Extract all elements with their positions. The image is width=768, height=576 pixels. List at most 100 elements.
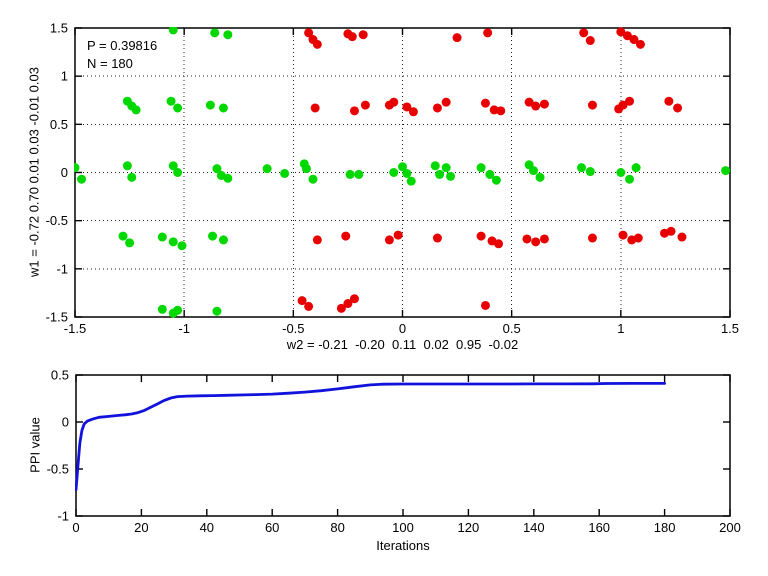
scatter-point (173, 103, 183, 113)
x-tick-label: 200 (719, 520, 741, 535)
y-tick-label: -1.5 (46, 310, 68, 325)
y-tick-label: -1 (57, 509, 69, 524)
scatter-point (168, 27, 178, 35)
scatter-point (166, 96, 176, 106)
scatter-point (125, 238, 135, 248)
x-tick-label: 60 (265, 520, 279, 535)
scatter-point (585, 167, 595, 177)
scatter-point (402, 102, 412, 112)
y-tick-label: -1 (56, 261, 68, 276)
scatter-point (432, 103, 442, 113)
x-tick-label: 100 (392, 520, 414, 535)
scatter-point (483, 28, 493, 38)
scatter-point (308, 174, 318, 184)
scatter-point (494, 239, 504, 249)
y-tick-label: 0.5 (50, 117, 68, 132)
x-tick-label: -1.5 (64, 321, 86, 336)
scatter-point (673, 103, 683, 113)
scatter-point (131, 105, 141, 115)
scatter-point (585, 36, 595, 46)
x-tick-label: 160 (588, 520, 610, 535)
scatter-point (587, 233, 597, 243)
scatter-point (432, 233, 442, 243)
scatter-point (77, 174, 87, 184)
x-tick-label: 40 (200, 520, 214, 535)
scatter-point (635, 39, 645, 49)
scatter-point (631, 163, 641, 173)
x-tick-label: 0 (72, 520, 79, 535)
scatter-point (721, 166, 731, 176)
scatter-point (343, 299, 353, 309)
line-y-axis-label: PPI value (27, 417, 43, 473)
scatter-point (157, 232, 167, 242)
scatter-point (522, 234, 532, 244)
scatter-point (208, 231, 218, 241)
scatter-point (297, 296, 307, 306)
scatter-point (531, 237, 541, 247)
scatter-point (223, 30, 233, 40)
scatter-point (349, 106, 359, 116)
y-tick-label: 0 (61, 165, 68, 180)
scatter-point (389, 168, 399, 177)
scatter-point (622, 31, 632, 41)
x-tick-label: 80 (330, 520, 344, 535)
scatter-point (312, 235, 322, 245)
scatter-point (452, 33, 462, 43)
scatter-point (579, 28, 589, 38)
scatter-point (496, 106, 506, 116)
scatter-point (212, 164, 222, 174)
scatter-point (218, 235, 228, 245)
scatter-point (616, 27, 626, 37)
scatter-point (666, 226, 676, 236)
scatter-point (435, 169, 445, 179)
scatter-point (122, 161, 132, 171)
scatter-point (210, 28, 220, 38)
scatter-point (485, 169, 495, 179)
ppi-curve (75, 381, 666, 492)
scatter-x-axis-label: w2 = -0.21 -0.20 0.11 0.02 0.95 -0.02 (286, 337, 519, 352)
scatter-point (393, 230, 403, 240)
scatter-point (539, 99, 549, 109)
scatter-point (618, 230, 628, 240)
x-tick-label: -1 (178, 321, 190, 336)
scatter-point (262, 164, 272, 174)
x-tick-label: 20 (134, 520, 148, 535)
scatter-point (127, 172, 137, 182)
x-tick-label: 140 (523, 520, 545, 535)
x-tick-label: 180 (654, 520, 676, 535)
scatter-point (480, 98, 490, 108)
x-tick-label: 0.5 (503, 321, 521, 336)
scatter-point (74, 163, 80, 173)
x-tick-label: 120 (458, 520, 480, 535)
scatter-point (441, 163, 451, 173)
scatter-point (577, 163, 587, 173)
scatter-point (118, 231, 128, 241)
scatter-point (360, 100, 370, 110)
scatter-point (625, 174, 635, 184)
red-class-points (297, 27, 687, 313)
y-tick-label: 1.5 (50, 21, 68, 36)
scatter-point (587, 100, 597, 110)
scatter-point (402, 168, 412, 178)
scatter-point (677, 232, 687, 242)
scatter-point (446, 171, 456, 181)
x-tick-label: 1 (617, 321, 624, 336)
scatter-point (625, 96, 635, 106)
y-tick-label: 1 (61, 69, 68, 84)
scatter-point (633, 233, 643, 243)
scatter-point (441, 97, 451, 107)
scatter-point (398, 162, 407, 172)
scatter-point (345, 169, 355, 179)
scatter-y-axis-label: w1 = -0.72 0.70 0.01 0.03 -0.01 0.03 (26, 67, 42, 277)
scatter-point (389, 97, 399, 107)
scatter-point (312, 39, 322, 49)
scatter-point (476, 231, 486, 241)
n-value-annotation: N = 180 (87, 56, 133, 71)
scatter-point (168, 161, 178, 171)
scatter-point (408, 107, 418, 117)
scatter-point (177, 241, 187, 251)
scatter-point (157, 304, 167, 314)
scatter-point (280, 168, 290, 178)
scatter-point (341, 231, 351, 241)
